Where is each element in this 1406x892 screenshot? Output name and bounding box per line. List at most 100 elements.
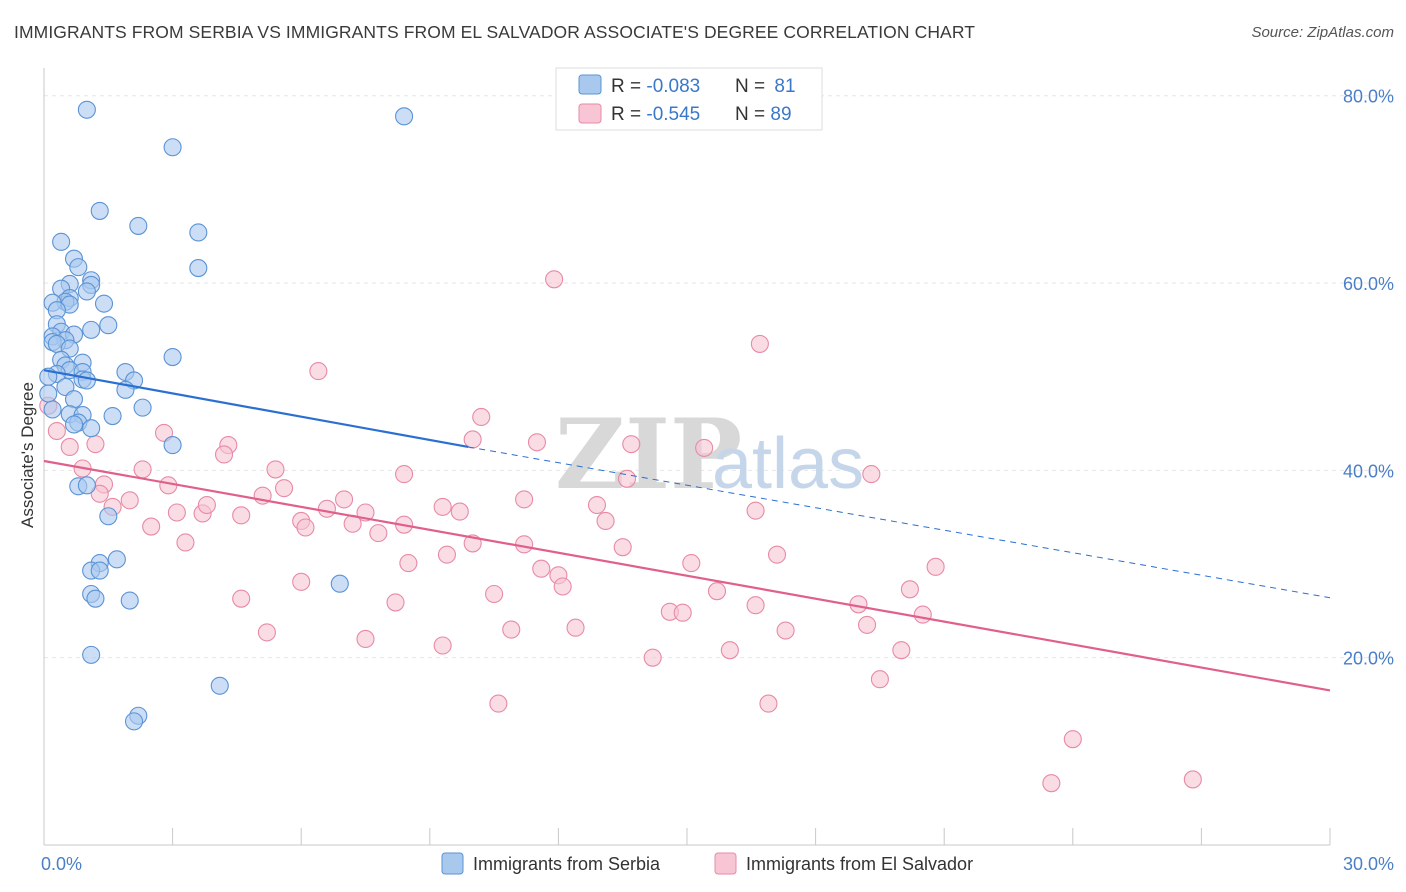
point-serbia: [82, 419, 101, 438]
trend-layer: [43, 369, 1331, 692]
point-elsalvador: [395, 465, 414, 484]
point-serbia: [120, 591, 139, 610]
point-elsalvador: [296, 518, 315, 537]
point-elsalvador: [176, 533, 195, 552]
y-axis-title: Associate's Degree: [18, 382, 37, 528]
point-serbia: [395, 107, 414, 126]
point-elsalvador: [386, 593, 405, 612]
point-serbia: [103, 406, 122, 426]
point-elsalvador: [232, 506, 251, 525]
point-elsalvador: [527, 433, 547, 452]
point-elsalvador: [695, 438, 714, 457]
point-elsalvador: [617, 469, 637, 488]
svg-text:R = -0.083: R = -0.083: [611, 76, 700, 97]
point-serbia: [107, 550, 126, 569]
point-serbia: [86, 589, 105, 608]
trendline-serbia: [43, 369, 469, 449]
point-serbia: [163, 347, 182, 367]
point-serbia: [189, 223, 208, 242]
point-serbia: [189, 259, 208, 278]
point-serbia: [77, 282, 96, 301]
point-serbia: [77, 476, 96, 495]
point-elsalvador: [857, 615, 877, 634]
trendline-elsalvador: [43, 459, 1331, 692]
point-serbia: [90, 561, 109, 580]
point-serbia: [163, 138, 182, 157]
point-elsalvador: [399, 554, 418, 573]
point-elsalvador: [60, 437, 79, 457]
point-elsalvador: [622, 435, 641, 454]
legend-n-label: N =: [735, 104, 770, 125]
point-elsalvador: [86, 435, 105, 454]
point-elsalvador: [450, 502, 469, 521]
point-elsalvador: [1183, 770, 1202, 789]
tick-labels: 20.0% 40.0% 60.0% 80.0% 0.0% 30.0%: [41, 87, 1394, 874]
point-serbia: [43, 400, 62, 419]
point-elsalvador: [369, 524, 388, 543]
point-serbia: [69, 258, 88, 277]
point-elsalvador: [292, 572, 311, 591]
point-elsalvador: [317, 499, 336, 518]
bottom-legend-label-elsalvador: Immigrants from El Salvador: [746, 854, 973, 874]
point-elsalvador: [707, 582, 727, 601]
watermark-zip: ZIP: [555, 398, 742, 511]
legend-r-label: R =: [611, 76, 646, 97]
point-serbia: [77, 100, 96, 119]
point-elsalvador: [335, 490, 354, 509]
point-elsalvador: [1063, 730, 1082, 749]
point-elsalvador: [596, 511, 615, 530]
point-elsalvador: [197, 495, 216, 515]
point-serbia: [64, 415, 84, 434]
y-tick-label: 40.0%: [1343, 461, 1394, 481]
svg-text:R = -0.545: R = -0.545: [611, 104, 700, 125]
points-layer: [39, 100, 1202, 793]
legend: R = -0.083 N = 81 R = -0.545 N = 89: [555, 67, 823, 131]
point-elsalvador: [613, 538, 632, 557]
point-elsalvador: [257, 623, 276, 642]
point-elsalvador: [643, 648, 662, 667]
point-serbia: [90, 201, 109, 220]
bottom-legend-label-serbia: Immigrants from Serbia: [473, 854, 661, 874]
point-elsalvador: [759, 694, 778, 713]
point-elsalvador: [673, 603, 692, 622]
point-elsalvador: [232, 589, 251, 608]
svg-text:N = 89: N = 89: [735, 104, 792, 125]
point-elsalvador: [463, 430, 482, 449]
point-serbia: [64, 390, 84, 409]
point-elsalvador: [47, 421, 66, 441]
bottom-legend-swatch-serbia: [441, 852, 464, 875]
point-serbia: [77, 371, 96, 390]
point-elsalvador: [566, 618, 585, 637]
point-elsalvador: [746, 501, 765, 520]
point-elsalvador: [532, 559, 551, 578]
point-elsalvador: [1042, 774, 1061, 793]
axes-layer: [43, 68, 1331, 846]
chart-source: Source: ZipAtlas.com: [1251, 24, 1394, 41]
y-tick-label: 20.0%: [1343, 649, 1394, 669]
point-elsalvador: [767, 545, 787, 564]
svg-text:N = 81: N = 81: [735, 76, 796, 97]
legend-swatch-elsalvador: [578, 103, 602, 124]
y-tick-label: 80.0%: [1343, 87, 1394, 107]
point-serbia: [94, 294, 114, 313]
x-tick-label: 0.0%: [41, 854, 82, 874]
point-serbia: [39, 384, 58, 403]
legend-n-value: 89: [770, 104, 791, 125]
point-elsalvador: [892, 641, 911, 660]
point-serbia: [163, 436, 182, 455]
point-elsalvador: [515, 535, 534, 554]
point-elsalvador: [750, 334, 769, 353]
point-serbia: [133, 398, 152, 417]
point-elsalvador: [90, 484, 109, 503]
point-elsalvador: [275, 479, 294, 498]
point-elsalvador: [545, 270, 564, 289]
trendline-serbia: [468, 446, 1331, 599]
bottom-legend-swatch-elsalvador: [714, 852, 737, 875]
point-elsalvador: [553, 577, 572, 596]
point-elsalvador: [682, 554, 701, 573]
point-elsalvador: [926, 557, 945, 576]
point-serbia: [52, 232, 71, 251]
point-elsalvador: [433, 636, 452, 655]
point-elsalvador: [776, 621, 795, 640]
